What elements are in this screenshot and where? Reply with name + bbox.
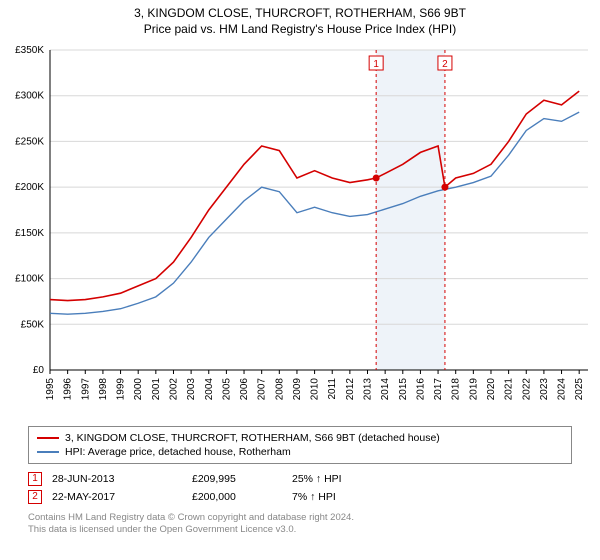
sale-delta: 7% ↑ HPI [292, 491, 382, 503]
svg-text:2006: 2006 [239, 378, 250, 401]
svg-text:2012: 2012 [345, 378, 356, 401]
legend-item: 3, KINGDOM CLOSE, THURCROFT, ROTHERHAM, … [37, 431, 563, 445]
svg-text:2015: 2015 [398, 378, 409, 401]
svg-text:2000: 2000 [133, 378, 144, 401]
legend: 3, KINGDOM CLOSE, THURCROFT, ROTHERHAM, … [28, 426, 572, 464]
svg-text:2010: 2010 [310, 378, 321, 401]
svg-text:£100K: £100K [15, 274, 44, 285]
svg-text:£50K: £50K [21, 319, 45, 330]
svg-text:1998: 1998 [98, 378, 109, 401]
svg-text:1996: 1996 [63, 378, 74, 401]
sale-price: £200,000 [192, 491, 282, 503]
legend-swatch [37, 437, 59, 439]
svg-text:2003: 2003 [186, 378, 197, 401]
svg-text:£200K: £200K [15, 182, 44, 193]
legend-swatch [37, 451, 59, 453]
svg-text:2024: 2024 [557, 378, 568, 401]
svg-text:2025: 2025 [574, 378, 585, 401]
svg-text:2001: 2001 [151, 378, 162, 401]
sale-date: 28-JUN-2013 [52, 473, 182, 485]
svg-text:2004: 2004 [204, 378, 215, 401]
svg-text:2016: 2016 [415, 378, 426, 401]
chart-title: 3, KINGDOM CLOSE, THURCROFT, ROTHERHAM, … [0, 0, 600, 20]
svg-text:2022: 2022 [521, 378, 532, 401]
svg-text:2017: 2017 [433, 378, 444, 401]
svg-text:2020: 2020 [486, 378, 497, 401]
svg-text:£250K: £250K [15, 136, 44, 147]
svg-text:1: 1 [373, 59, 379, 70]
svg-text:£150K: £150K [15, 228, 44, 239]
svg-text:£350K: £350K [15, 45, 44, 56]
svg-text:2014: 2014 [380, 378, 391, 401]
footnote-line: Contains HM Land Registry data © Crown c… [28, 512, 572, 524]
sales-table: 1 28-JUN-2013 £209,995 25% ↑ HPI 2 22-MAY-201… [28, 470, 572, 506]
svg-text:2013: 2013 [363, 378, 374, 401]
svg-text:£0: £0 [33, 365, 45, 376]
chart-area: £0 £50K £100K £150K £200K £250K £300K £350K 1995… [0, 40, 600, 420]
line-chart: £0 £50K £100K £150K £200K £250K £300K £350K 1995… [0, 40, 600, 420]
svg-text:2019: 2019 [468, 378, 479, 401]
svg-text:£300K: £300K [15, 91, 44, 102]
svg-text:2: 2 [442, 59, 448, 70]
svg-text:2021: 2021 [504, 378, 515, 401]
legend-item: HPI: Average price, detached house, Roth… [37, 445, 563, 459]
svg-text:1997: 1997 [80, 378, 91, 401]
svg-text:2011: 2011 [327, 378, 338, 400]
legend-label: HPI: Average price, detached house, Roth… [65, 446, 291, 458]
sale-row: 1 28-JUN-2013 £209,995 25% ↑ HPI [28, 470, 572, 488]
svg-text:2023: 2023 [539, 378, 550, 401]
svg-text:1999: 1999 [116, 378, 127, 401]
svg-text:2009: 2009 [292, 378, 303, 401]
svg-text:1995: 1995 [45, 378, 56, 401]
svg-text:2007: 2007 [257, 378, 268, 401]
svg-text:2008: 2008 [274, 378, 285, 401]
sale-marker-box: 2 [28, 490, 42, 504]
sale-row: 2 22-MAY-2017 £200,000 7% ↑ HPI [28, 488, 572, 506]
svg-text:2002: 2002 [168, 378, 179, 401]
footnote-line: This data is licensed under the Open Gov… [28, 524, 572, 536]
sale-date: 22-MAY-2017 [52, 491, 182, 503]
svg-text:2005: 2005 [221, 378, 232, 401]
sale-delta: 25% ↑ HPI [292, 473, 382, 485]
svg-text:2018: 2018 [451, 378, 462, 401]
chart-subtitle: Price paid vs. HM Land Registry's House … [0, 20, 600, 40]
footnote: Contains HM Land Registry data © Crown c… [28, 512, 572, 537]
legend-label: 3, KINGDOM CLOSE, THURCROFT, ROTHERHAM, … [65, 432, 440, 444]
sale-marker-box: 1 [28, 472, 42, 486]
sale-price: £209,995 [192, 473, 282, 485]
